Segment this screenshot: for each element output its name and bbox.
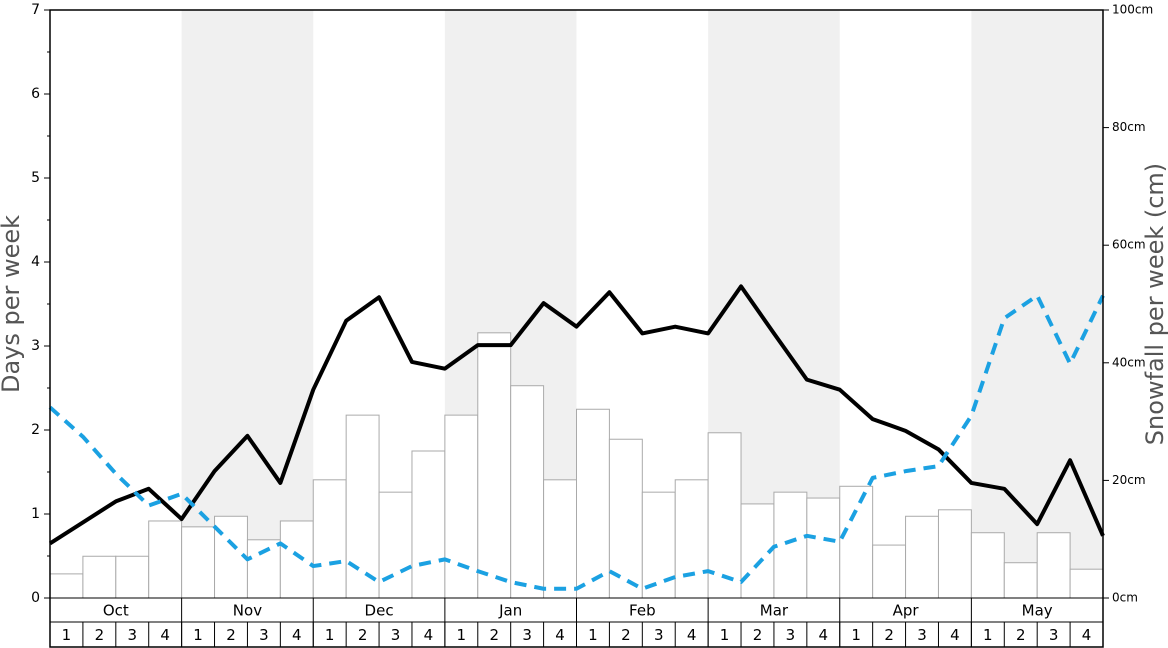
month-band <box>971 10 1103 598</box>
y2-tick-label: 0cm <box>1112 591 1138 605</box>
week-label: 1 <box>851 626 861 644</box>
y-tick-label: 6 <box>31 86 40 102</box>
bar <box>49 573 84 599</box>
y2-tick-label: 80cm <box>1112 120 1146 134</box>
week-label: 1 <box>62 626 72 644</box>
month-label: Jan <box>498 602 522 620</box>
week-label: 4 <box>424 626 434 644</box>
week-label: 2 <box>358 626 368 644</box>
week-label: 4 <box>687 626 697 644</box>
week-label: 4 <box>292 626 302 644</box>
bar <box>674 479 709 599</box>
bar <box>279 520 314 599</box>
bar <box>82 555 117 599</box>
week-label: 2 <box>884 626 894 644</box>
week-label: 4 <box>555 626 565 644</box>
y-tick-label: 0 <box>31 590 40 606</box>
bar <box>148 520 183 599</box>
week-label: 1 <box>983 626 993 644</box>
week-label: 3 <box>917 626 927 644</box>
week-label: 2 <box>1016 626 1026 644</box>
week-label: 2 <box>753 626 763 644</box>
y-tick-label: 1 <box>31 506 40 522</box>
bar <box>1069 568 1104 599</box>
bar <box>312 479 347 599</box>
bar <box>181 526 216 599</box>
bar <box>477 332 512 599</box>
line <box>48 284 1105 546</box>
bar <box>345 414 380 599</box>
y2-tick-label: 60cm <box>1112 238 1146 252</box>
bar <box>411 450 446 599</box>
bar <box>773 491 808 599</box>
week-label: 1 <box>193 626 203 644</box>
week-label: 3 <box>127 626 137 644</box>
bar <box>872 544 907 599</box>
week-label: 1 <box>588 626 598 644</box>
month-band <box>181 10 314 598</box>
bar <box>510 385 545 599</box>
bar <box>1036 532 1071 599</box>
week-label: 4 <box>1082 626 1092 644</box>
bar <box>543 479 577 599</box>
bar <box>970 532 1005 599</box>
y-tick-label: 5 <box>31 170 40 186</box>
bar <box>839 485 874 599</box>
week-label: 4 <box>819 626 829 644</box>
week-label: 1 <box>457 626 467 644</box>
bar <box>378 491 413 599</box>
y2-tick-label: 20cm <box>1112 473 1146 487</box>
week-label: 3 <box>1049 626 1059 644</box>
y-tick-label: 4 <box>31 254 40 270</box>
week-label: 2 <box>621 626 631 644</box>
week-label: 3 <box>259 626 269 644</box>
week-label: 1 <box>720 626 730 644</box>
bar <box>937 509 972 599</box>
bar <box>641 491 676 599</box>
week-label: 3 <box>522 626 532 644</box>
bar <box>905 515 939 599</box>
y2-tick-label: 100cm <box>1112 3 1153 17</box>
bar <box>444 414 479 599</box>
y-tick-label: 7 <box>31 2 40 18</box>
week-label: 3 <box>391 626 401 644</box>
week-label: 2 <box>489 626 499 644</box>
y-tick-label: 3 <box>31 338 40 354</box>
bar <box>246 539 281 599</box>
week-label: 4 <box>160 626 170 644</box>
month-label: Dec <box>365 602 394 620</box>
month-label: Feb <box>629 602 656 620</box>
week-label: 4 <box>950 626 960 644</box>
week-label: 3 <box>654 626 664 644</box>
bar <box>576 408 610 599</box>
month-label: Mar <box>760 602 789 620</box>
y2-axis-label: Snowfall per week (cm) <box>1141 163 1168 445</box>
week-label: 1 <box>325 626 335 644</box>
week-label: 2 <box>226 626 236 644</box>
bar <box>1003 562 1038 599</box>
y2-tick-label: 40cm <box>1112 355 1146 369</box>
bar <box>115 555 150 599</box>
line <box>48 293 1105 591</box>
y-tick-label: 2 <box>31 422 40 438</box>
month-label: Oct <box>103 602 129 620</box>
month-label: Nov <box>233 602 262 620</box>
week-label: 3 <box>786 626 796 644</box>
bar <box>806 497 841 599</box>
month-label: May <box>1022 602 1053 620</box>
week-label: 2 <box>95 626 105 644</box>
month-label: Apr <box>893 602 920 620</box>
y-axis-label: Days per week <box>0 215 25 393</box>
